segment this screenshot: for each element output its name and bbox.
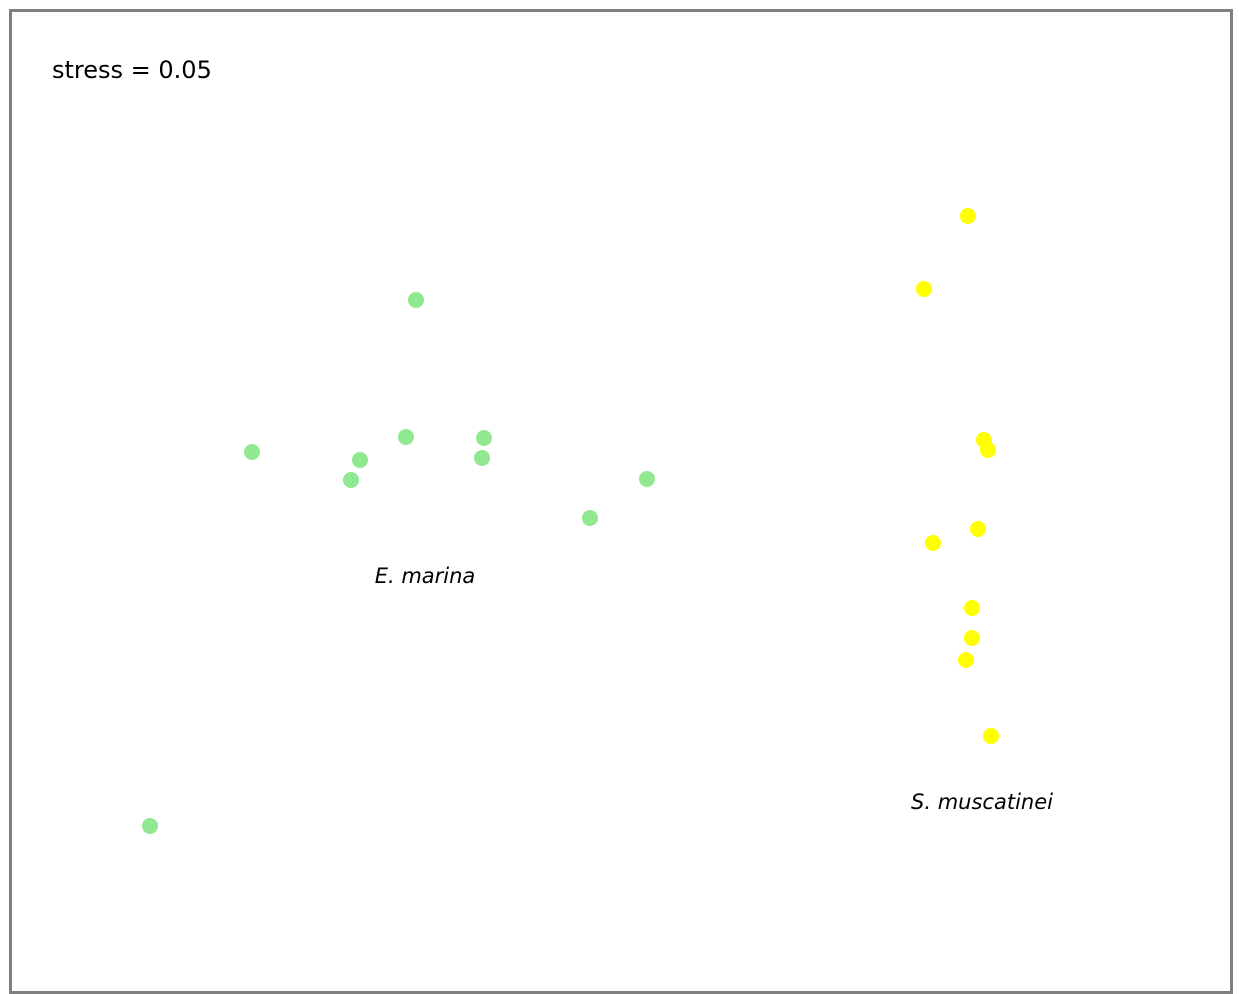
point-s-muscatinei-9 <box>958 652 974 668</box>
point-s-muscatinei-7 <box>964 600 980 616</box>
point-s-muscatinei-4 <box>980 442 996 458</box>
point-e-marina-5 <box>474 450 490 466</box>
point-s-muscatinei-2 <box>916 281 932 297</box>
point-e-marina-7 <box>343 472 359 488</box>
point-e-marina-10 <box>142 818 158 834</box>
group-label-s-muscatinei: S. muscatinei <box>911 790 1053 814</box>
point-s-muscatinei-8 <box>964 630 980 646</box>
point-s-muscatinei-6 <box>925 535 941 551</box>
group-labels: E. marina S. muscatinei <box>375 564 1053 814</box>
point-e-marina-3 <box>476 430 492 446</box>
points-layer <box>142 208 999 834</box>
point-s-muscatinei-1 <box>960 208 976 224</box>
point-s-muscatinei-5 <box>970 521 986 537</box>
plot-frame <box>9 9 1233 994</box>
point-e-marina-2 <box>398 429 414 445</box>
point-e-marina-9 <box>582 510 598 526</box>
point-s-muscatinei-10 <box>983 728 999 744</box>
point-e-marina-4 <box>244 444 260 460</box>
stress-annotation: stress = 0.05 <box>52 56 212 84</box>
point-e-marina-1 <box>408 292 424 308</box>
point-e-marina-6 <box>352 452 368 468</box>
point-e-marina-8 <box>639 471 655 487</box>
group-label-e-marina: E. marina <box>375 564 476 588</box>
